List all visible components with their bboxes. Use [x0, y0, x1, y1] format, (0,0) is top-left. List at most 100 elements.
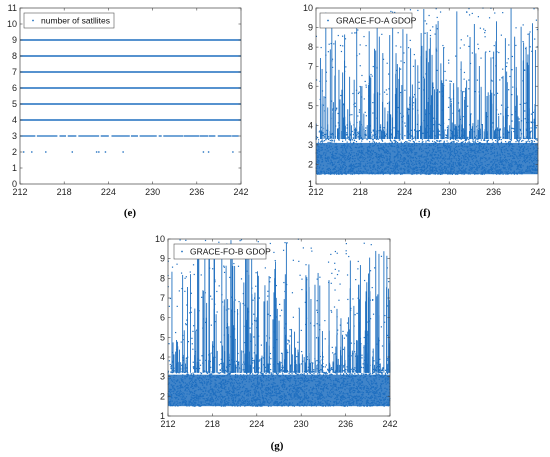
data-point — [474, 139, 477, 141]
data-point — [342, 140, 344, 142]
data-point — [526, 121, 528, 124]
data-point — [498, 51, 500, 54]
panel-e-legend-box — [23, 12, 115, 29]
data-point — [362, 367, 364, 369]
data-point — [235, 373, 237, 376]
data-point — [417, 9, 419, 12]
data-point — [387, 102, 389, 105]
data-point — [393, 127, 395, 129]
data-point — [455, 55, 457, 57]
data-point — [317, 373, 319, 375]
data-point — [323, 140, 326, 142]
data-point — [466, 138, 468, 140]
data-point — [454, 138, 457, 141]
data-point — [518, 139, 520, 141]
data-point — [460, 141, 462, 144]
data-point — [424, 20, 426, 22]
data-point — [340, 50, 343, 53]
data-point — [364, 80, 366, 83]
data-point — [509, 141, 512, 143]
data-point — [380, 129, 382, 131]
data-point — [418, 81, 420, 83]
data-point — [398, 139, 400, 141]
data-point — [331, 109, 333, 111]
data-point — [340, 94, 342, 97]
data-point — [355, 32, 357, 34]
data-point — [354, 102, 356, 104]
data-point — [361, 373, 363, 375]
x-tick-label: 242 — [530, 187, 545, 197]
data-point — [350, 373, 352, 375]
data-point — [429, 128, 431, 130]
data-point — [495, 65, 497, 67]
data-point — [412, 108, 414, 110]
data-point — [506, 117, 508, 119]
data-point — [296, 374, 298, 376]
data-point — [311, 373, 313, 376]
data-point — [414, 129, 416, 131]
data-point — [369, 372, 371, 374]
data-point — [426, 23, 428, 25]
data-point — [526, 102, 528, 104]
data-point — [481, 124, 483, 126]
data-point — [425, 113, 427, 115]
data-point — [507, 106, 509, 108]
data-point — [458, 110, 460, 112]
data-point — [365, 44, 367, 47]
data-point — [372, 101, 374, 104]
data-point — [477, 125, 479, 127]
data-point — [467, 136, 469, 138]
data-point — [380, 369, 383, 372]
data-point — [477, 43, 479, 45]
data-point — [365, 86, 367, 88]
data-point — [460, 138, 463, 140]
data-point — [463, 91, 465, 93]
data-point — [258, 367, 260, 369]
data-point — [363, 98, 365, 100]
data-point — [470, 113, 472, 115]
data-point — [353, 124, 355, 126]
data-point — [346, 132, 348, 134]
data-point — [377, 138, 379, 140]
data-point — [487, 116, 489, 118]
data-point — [319, 98, 321, 101]
data-point — [486, 141, 489, 143]
data-point — [515, 141, 517, 143]
data-point — [370, 73, 372, 76]
data-point — [357, 132, 359, 134]
data-point — [339, 44, 342, 47]
data-point — [170, 371, 172, 373]
data-point — [398, 130, 400, 132]
y-tick-label: 3 — [12, 131, 17, 141]
panel-f-legend-label: GRACE-FO-A GDOP — [336, 16, 417, 26]
data-point — [417, 109, 419, 111]
y-tick-label: 9 — [308, 23, 313, 33]
data-point — [346, 366, 348, 368]
y-tick-label: 10 — [7, 19, 17, 29]
data-point — [441, 95, 443, 97]
data-point — [331, 141, 333, 143]
data-point — [471, 12, 473, 15]
data-point — [338, 139, 340, 141]
y-tick-label: 2 — [308, 159, 313, 169]
data-point — [356, 121, 358, 124]
data-point — [487, 139, 490, 141]
data-point — [281, 370, 283, 372]
data-point — [463, 71, 466, 74]
data-point — [383, 91, 386, 93]
data-point — [382, 58, 385, 60]
data-point — [445, 137, 447, 139]
data-point — [474, 140, 476, 143]
data-point — [507, 58, 509, 60]
data-point — [497, 113, 500, 115]
data-point — [227, 373, 230, 375]
data-point — [375, 136, 378, 138]
data-point — [299, 373, 301, 375]
data-point — [451, 130, 453, 132]
data-point — [335, 108, 338, 110]
data-point — [364, 111, 366, 113]
data-point — [401, 121, 404, 123]
data-point — [452, 138, 454, 140]
